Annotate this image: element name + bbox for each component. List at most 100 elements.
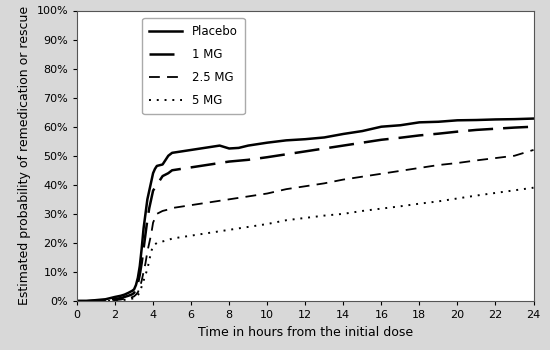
2.5 MG: [112, 298, 118, 302]
5 MG: [131, 296, 138, 300]
5 MG: [102, 299, 109, 303]
1 MG: [264, 155, 271, 159]
1 MG: [93, 299, 100, 303]
2.5 MG: [146, 241, 152, 245]
Placebo: [83, 299, 90, 303]
2.5 MG: [140, 270, 147, 274]
5 MG: [136, 290, 143, 294]
5 MG: [188, 233, 195, 238]
5 MG: [142, 273, 149, 277]
2.5 MG: [473, 158, 480, 162]
2.5 MG: [359, 175, 366, 179]
2.5 MG: [148, 232, 155, 236]
1 MG: [136, 273, 143, 277]
Placebo: [153, 164, 160, 168]
2.5 MG: [302, 184, 309, 188]
2.5 MG: [283, 187, 289, 191]
5 MG: [153, 241, 160, 245]
Placebo: [112, 295, 118, 299]
2.5 MG: [454, 161, 461, 165]
Placebo: [235, 146, 242, 150]
Placebo: [492, 117, 499, 121]
1 MG: [121, 295, 128, 299]
2.5 MG: [125, 296, 131, 300]
5 MG: [83, 299, 90, 303]
5 MG: [74, 299, 80, 303]
2.5 MG: [178, 204, 185, 209]
1 MG: [125, 294, 131, 298]
5 MG: [133, 295, 139, 299]
1 MG: [226, 160, 233, 164]
2.5 MG: [102, 299, 109, 303]
5 MG: [397, 204, 404, 208]
Placebo: [397, 123, 404, 127]
Placebo: [359, 129, 366, 133]
1 MG: [146, 206, 152, 210]
5 MG: [129, 296, 135, 301]
Placebo: [197, 146, 204, 150]
1 MG: [139, 261, 145, 265]
5 MG: [226, 228, 233, 232]
Placebo: [135, 276, 141, 280]
Placebo: [216, 144, 223, 148]
Placebo: [150, 171, 156, 175]
Placebo: [152, 167, 158, 171]
2.5 MG: [136, 286, 143, 290]
1 MG: [235, 159, 242, 163]
Placebo: [146, 189, 152, 193]
5 MG: [197, 232, 204, 236]
2.5 MG: [144, 250, 151, 254]
5 MG: [144, 267, 151, 271]
2.5 MG: [150, 220, 156, 225]
5 MG: [216, 229, 223, 233]
X-axis label: Time in hours from the initial dose: Time in hours from the initial dose: [197, 326, 413, 338]
5 MG: [492, 191, 499, 195]
2.5 MG: [435, 163, 442, 167]
2.5 MG: [197, 202, 204, 206]
1 MG: [165, 171, 172, 175]
5 MG: [283, 218, 289, 222]
5 MG: [530, 186, 537, 190]
1 MG: [216, 161, 223, 165]
5 MG: [207, 231, 213, 235]
1 MG: [340, 144, 346, 148]
1 MG: [359, 141, 366, 145]
2.5 MG: [93, 299, 100, 303]
2.5 MG: [226, 197, 233, 201]
Placebo: [144, 197, 151, 201]
1 MG: [378, 138, 384, 142]
5 MG: [340, 212, 346, 216]
2.5 MG: [139, 279, 145, 283]
Placebo: [188, 148, 195, 152]
5 MG: [140, 279, 147, 283]
5 MG: [118, 298, 124, 302]
Placebo: [121, 293, 128, 297]
Placebo: [169, 151, 175, 155]
Line: 1 MG: 1 MG: [77, 127, 534, 301]
5 MG: [125, 297, 131, 301]
5 MG: [112, 299, 118, 303]
1 MG: [416, 133, 422, 138]
5 MG: [169, 237, 175, 241]
5 MG: [178, 235, 185, 239]
2.5 MG: [169, 206, 175, 210]
2.5 MG: [207, 200, 213, 204]
1 MG: [135, 281, 141, 286]
1 MG: [83, 299, 90, 303]
2.5 MG: [160, 209, 166, 213]
1 MG: [112, 297, 118, 301]
1 MG: [140, 247, 147, 251]
5 MG: [139, 284, 145, 288]
Placebo: [264, 141, 271, 145]
5 MG: [146, 258, 152, 262]
5 MG: [135, 293, 141, 297]
1 MG: [129, 292, 135, 296]
Placebo: [302, 137, 309, 141]
Placebo: [139, 247, 145, 251]
5 MG: [121, 298, 128, 302]
Placebo: [148, 180, 155, 184]
2.5 MG: [131, 294, 138, 299]
1 MG: [178, 167, 185, 171]
Placebo: [74, 299, 80, 303]
2.5 MG: [188, 203, 195, 207]
